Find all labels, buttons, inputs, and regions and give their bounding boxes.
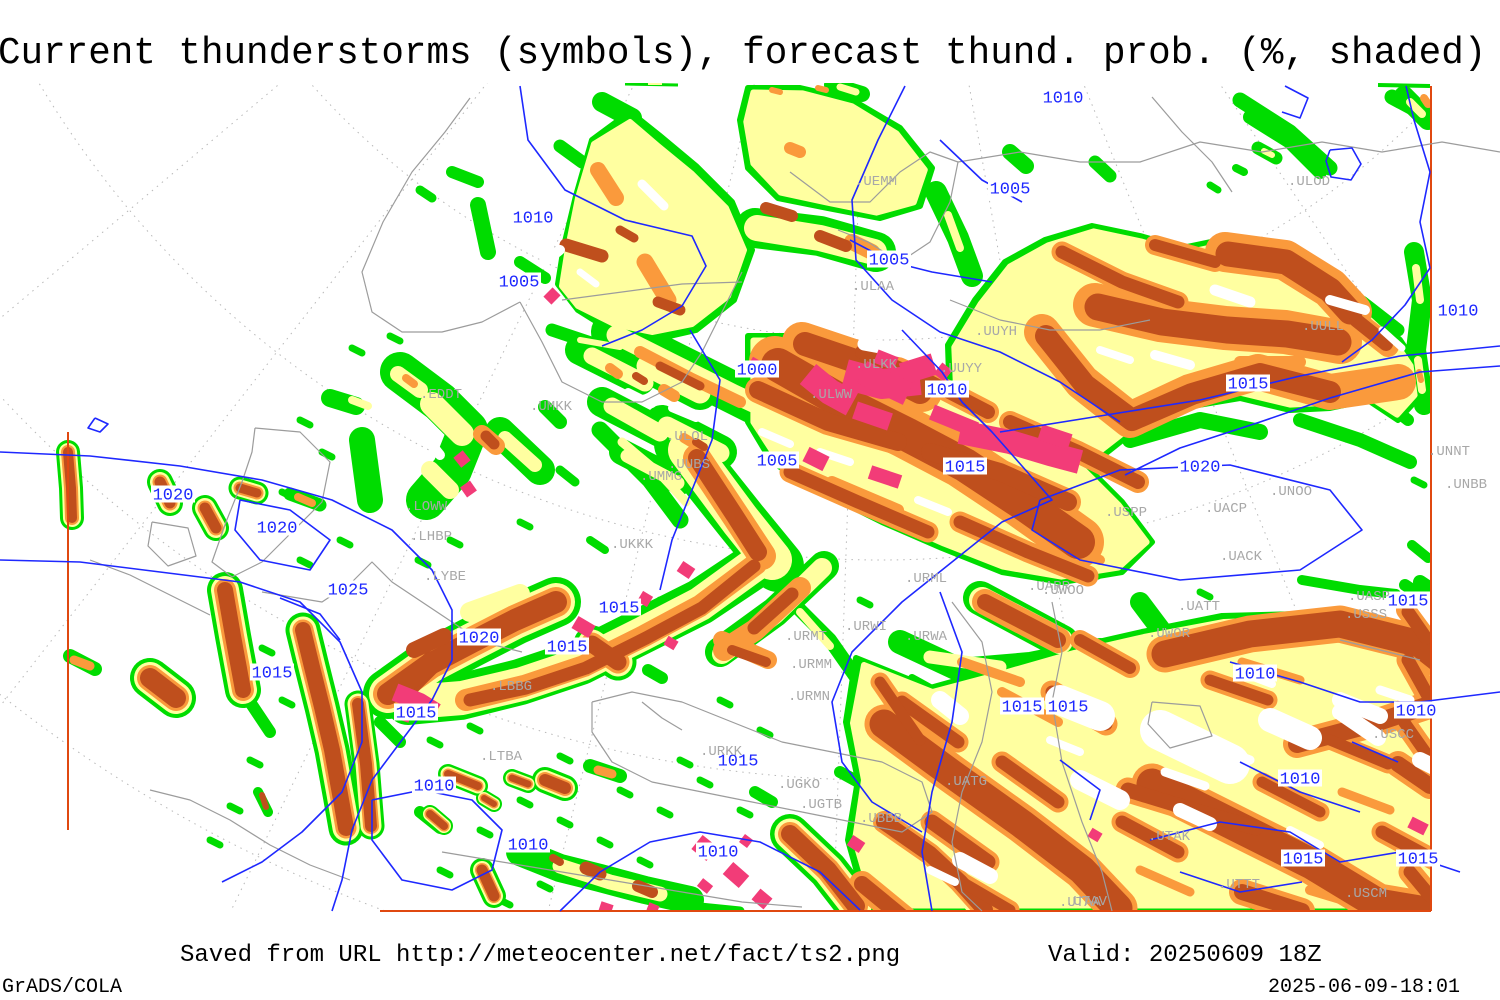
svg-text:.UATG: .UATG [945, 774, 987, 790]
svg-text:.UTTT: .UTTT [1218, 877, 1260, 893]
svg-text:.UACP: .UACP [1205, 501, 1247, 517]
svg-text:1005: 1005 [757, 453, 798, 472]
svg-text:.UBBB: .UBBB [860, 811, 902, 827]
svg-text:.UTAK: .UTAK [1148, 829, 1191, 845]
svg-text:1010: 1010 [1235, 666, 1276, 685]
svg-text:.UACK: .UACK [1220, 549, 1263, 565]
svg-text:.ULAA: .ULAA [852, 279, 895, 295]
svg-text:1010: 1010 [414, 778, 455, 797]
svg-text:1005: 1005 [499, 274, 540, 293]
svg-text:1010: 1010 [1280, 771, 1321, 790]
svg-text:1015: 1015 [1283, 851, 1324, 870]
svg-text:1015: 1015 [1002, 699, 1043, 718]
svg-text:.URWA: .URWA [905, 629, 948, 645]
svg-text:.ULKK: .ULKK [855, 357, 898, 373]
svg-text:.USCC: .USCC [1372, 727, 1414, 743]
svg-text:1025: 1025 [328, 582, 369, 601]
svg-text:.LHBP: .LHBP [410, 529, 452, 545]
svg-text:1010: 1010 [513, 210, 554, 229]
svg-text:.UEMM: .UEMM [855, 174, 897, 190]
svg-text:.UUYH: .UUYH [975, 324, 1017, 340]
svg-text:.USSS: .USSS [1345, 607, 1387, 623]
svg-text:.URML: .URML [905, 571, 947, 587]
svg-text:1015: 1015 [252, 665, 293, 684]
svg-text:.UUYY: .UUYY [940, 361, 983, 377]
svg-text:.LYBE: .LYBE [424, 569, 466, 585]
svg-text:1015: 1015 [718, 753, 759, 772]
svg-text:1015: 1015 [396, 705, 437, 724]
svg-text:.URMT: .URMT [785, 629, 827, 645]
svg-text:1015: 1015 [945, 459, 986, 478]
svg-text:.UWOO: .UWOO [1042, 583, 1084, 599]
svg-text:.LBBG: .LBBG [490, 679, 532, 695]
svg-text:.URKK: .URKK [700, 744, 743, 760]
svg-text:.ULWW: .ULWW [810, 387, 853, 403]
svg-text:.UATT: .UATT [1178, 599, 1220, 615]
svg-text:1005: 1005 [990, 181, 1031, 200]
svg-text:.UASP: .UASP [1348, 589, 1390, 605]
svg-text:.URWI: .URWI [845, 619, 887, 635]
svg-text:1015: 1015 [1228, 376, 1269, 395]
svg-text:.UULL: .UULL [1302, 319, 1344, 335]
svg-text:.ULOL: .ULOL [666, 429, 708, 445]
svg-text:1010: 1010 [927, 382, 968, 401]
svg-text:.ULOD: .ULOD [1288, 174, 1330, 190]
svg-text:.USPP: .USPP [1105, 505, 1147, 521]
svg-text:.EDDT: .EDDT [420, 387, 462, 403]
svg-text:.UTAV: .UTAV [1065, 894, 1108, 910]
svg-text:1005: 1005 [869, 252, 910, 271]
svg-text:1015: 1015 [547, 639, 588, 658]
svg-text:1010: 1010 [1438, 303, 1479, 322]
svg-text:.LOWW: .LOWW [405, 499, 448, 515]
svg-text:.UNNT: .UNNT [1428, 444, 1470, 460]
svg-text:1010: 1010 [1396, 703, 1437, 722]
svg-text:.UGKO: .UGKO [778, 777, 820, 793]
svg-text:1015: 1015 [599, 600, 640, 619]
svg-text:1015: 1015 [1398, 851, 1439, 870]
svg-text:.UNOO: .UNOO [1270, 484, 1312, 500]
svg-text:.LTBA: .LTBA [480, 749, 523, 765]
svg-text:.UWOR: .UWOR [1148, 626, 1191, 642]
svg-text:.URMN: .URMN [788, 689, 830, 705]
svg-text:1015: 1015 [1048, 699, 1089, 718]
svg-text:1000: 1000 [737, 362, 778, 381]
svg-text:1020: 1020 [153, 487, 194, 506]
svg-text:.UMMG: .UMMG [640, 469, 682, 485]
svg-text:1020: 1020 [1180, 459, 1221, 478]
svg-text:.UTAA: .UTAA [1059, 895, 1102, 911]
svg-text:1010: 1010 [698, 844, 739, 863]
svg-text:.UUBS: .UUBS [668, 457, 710, 473]
svg-text:.USCM: .USCM [1345, 886, 1387, 902]
svg-text:.UARR: .UARR [1028, 579, 1071, 595]
svg-text:1020: 1020 [257, 520, 298, 539]
svg-text:.UKKK: .UKKK [611, 537, 654, 553]
svg-text:.UGTB: .UGTB [800, 797, 842, 813]
svg-text:1010: 1010 [508, 837, 549, 856]
svg-text:.UNBB: .UNBB [1445, 477, 1487, 493]
svg-text:1020: 1020 [459, 630, 500, 649]
svg-text:1015: 1015 [1388, 593, 1429, 612]
svg-text:1010: 1010 [1043, 90, 1084, 109]
svg-text:.UMKK: .UMKK [530, 399, 573, 415]
svg-text:.URMM: .URMM [790, 657, 832, 673]
